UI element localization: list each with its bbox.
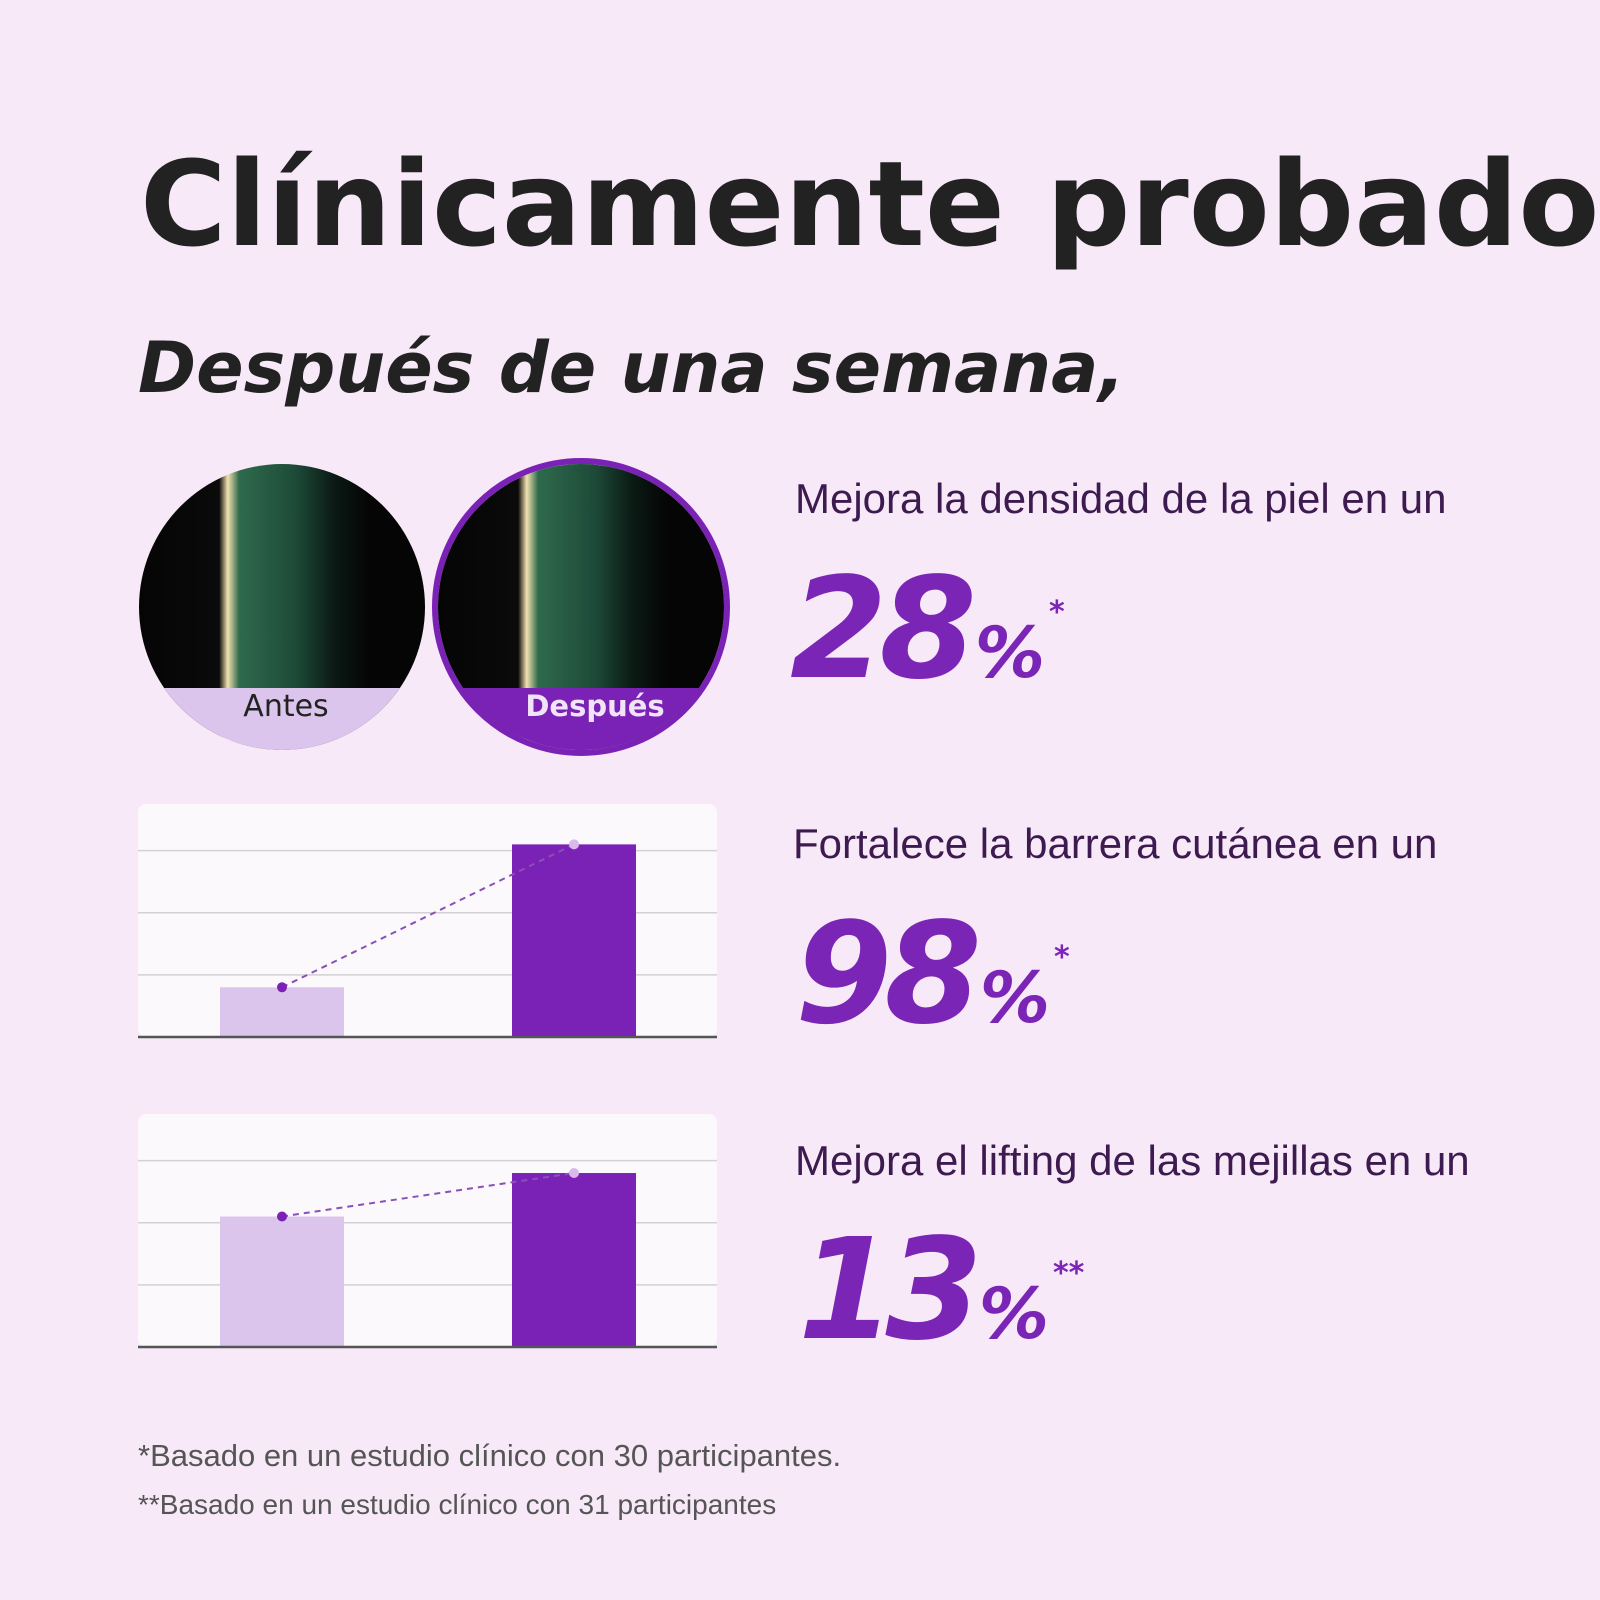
- bar: [512, 1173, 636, 1347]
- point: [277, 1211, 287, 1222]
- point: [569, 1168, 579, 1179]
- stat-number: 13% **: [798, 1209, 1085, 1372]
- bar-chart: [138, 1114, 717, 1349]
- after-label: Después: [525, 689, 664, 723]
- stat-note: **: [1053, 1256, 1085, 1291]
- stat-text: Mejora el lifting de las mejillas en un: [795, 1137, 1470, 1184]
- stat-text: Fortalece la barrera cutánea en un: [793, 820, 1437, 867]
- stat-unit: %: [975, 612, 1045, 694]
- before-image: [139, 464, 425, 750]
- point: [569, 839, 579, 850]
- footnote: **Basado en un estudio clínico con 31 pa…: [138, 1489, 776, 1520]
- stat-text: Mejora la densidad de la piel en un: [795, 475, 1446, 522]
- after-ring: [432, 458, 730, 756]
- stat-note: *: [1054, 940, 1070, 975]
- bar: [220, 987, 344, 1037]
- footnote: *Basado en un estudio clínico con 30 par…: [138, 1438, 841, 1473]
- point: [277, 982, 287, 993]
- bar-chart: [138, 804, 717, 1039]
- stat-value: 28: [790, 548, 972, 711]
- bar: [220, 1216, 344, 1347]
- trend-line: [281, 1172, 575, 1218]
- stat-unit: %: [979, 1273, 1049, 1355]
- stat-2: Fortalece la barrera cutánea en un 98% *: [793, 820, 1437, 1056]
- stat-note: *: [1049, 595, 1065, 630]
- stat-1: Mejora la densidad de la piel en un 28% *: [790, 475, 1446, 711]
- before-label: Antes: [243, 689, 328, 724]
- stat-unit: %: [980, 957, 1050, 1039]
- stat-value: 13: [798, 1209, 975, 1372]
- title: Clínicamente probado: [140, 135, 1599, 273]
- stat-3: Mejora el lifting de las mejillas en un …: [795, 1137, 1470, 1372]
- bar: [512, 844, 636, 1037]
- subtitle: Después de una semana,: [138, 327, 1125, 409]
- stat-number: 98% *: [795, 893, 1070, 1056]
- stat-number: 28% *: [790, 548, 1065, 711]
- stat-value: 98: [795, 893, 977, 1056]
